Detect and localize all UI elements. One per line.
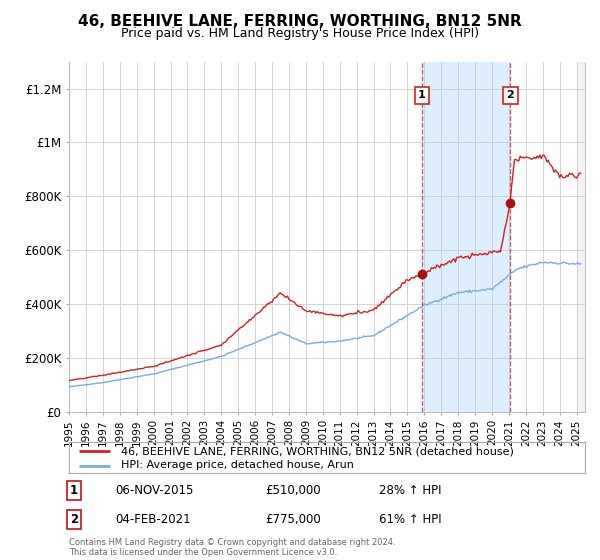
Text: £775,000: £775,000 xyxy=(265,514,321,526)
Text: 28% ↑ HPI: 28% ↑ HPI xyxy=(379,484,441,497)
Text: HPI: Average price, detached house, Arun: HPI: Average price, detached house, Arun xyxy=(121,460,353,470)
Text: 2: 2 xyxy=(70,514,78,526)
Text: 46, BEEHIVE LANE, FERRING, WORTHING, BN12 5NR: 46, BEEHIVE LANE, FERRING, WORTHING, BN1… xyxy=(78,14,522,29)
Text: Price paid vs. HM Land Registry's House Price Index (HPI): Price paid vs. HM Land Registry's House … xyxy=(121,27,479,40)
Text: 2: 2 xyxy=(506,90,514,100)
Bar xyxy=(422,62,511,412)
Text: 61% ↑ HPI: 61% ↑ HPI xyxy=(379,514,441,526)
Text: 04-FEB-2021: 04-FEB-2021 xyxy=(115,514,191,526)
Text: 46, BEEHIVE LANE, FERRING, WORTHING, BN12 5NR (detached house): 46, BEEHIVE LANE, FERRING, WORTHING, BN1… xyxy=(121,446,514,456)
Text: £510,000: £510,000 xyxy=(265,484,321,497)
Text: 06-NOV-2015: 06-NOV-2015 xyxy=(115,484,194,497)
Text: Contains HM Land Registry data © Crown copyright and database right 2024.
This d: Contains HM Land Registry data © Crown c… xyxy=(69,538,395,557)
Text: 1: 1 xyxy=(418,90,425,100)
Bar xyxy=(577,62,585,412)
Text: 1: 1 xyxy=(70,484,78,497)
